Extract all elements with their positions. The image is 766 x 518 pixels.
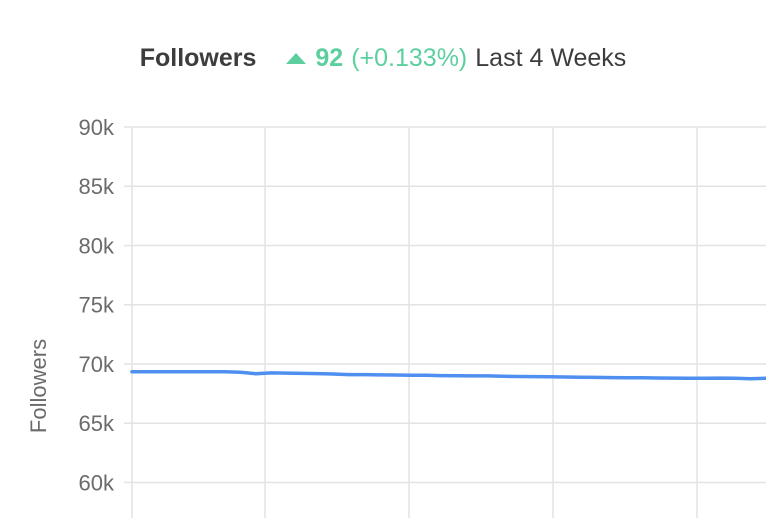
change-percent: (+0.133%) <box>351 43 468 72</box>
y-tick-label: 75k <box>79 293 115 318</box>
y-axis-ticks: 60k 65k 70k 75k 80k 85k 90k <box>79 115 115 495</box>
y-tick-label: 85k <box>79 174 115 199</box>
up-arrow-icon <box>286 52 307 64</box>
vertical-gridlines <box>131 127 698 518</box>
y-tick-label: 80k <box>79 233 115 258</box>
series-line <box>130 369 766 381</box>
horizontal-gridlines <box>124 126 766 484</box>
change-value: 92 <box>315 43 344 72</box>
y-tick-label: 60k <box>79 470 115 495</box>
chart-header: Followers 92 (+0.133%) Last 4 Weeks <box>0 38 766 78</box>
y-axis-label: Followers <box>26 339 51 433</box>
y-tick-label: 65k <box>79 411 115 436</box>
y-tick-label: 70k <box>79 352 115 377</box>
period-label: Last 4 Weeks <box>475 43 627 72</box>
chart-title: Followers <box>139 43 257 72</box>
y-tick-label: 90k <box>79 115 115 140</box>
